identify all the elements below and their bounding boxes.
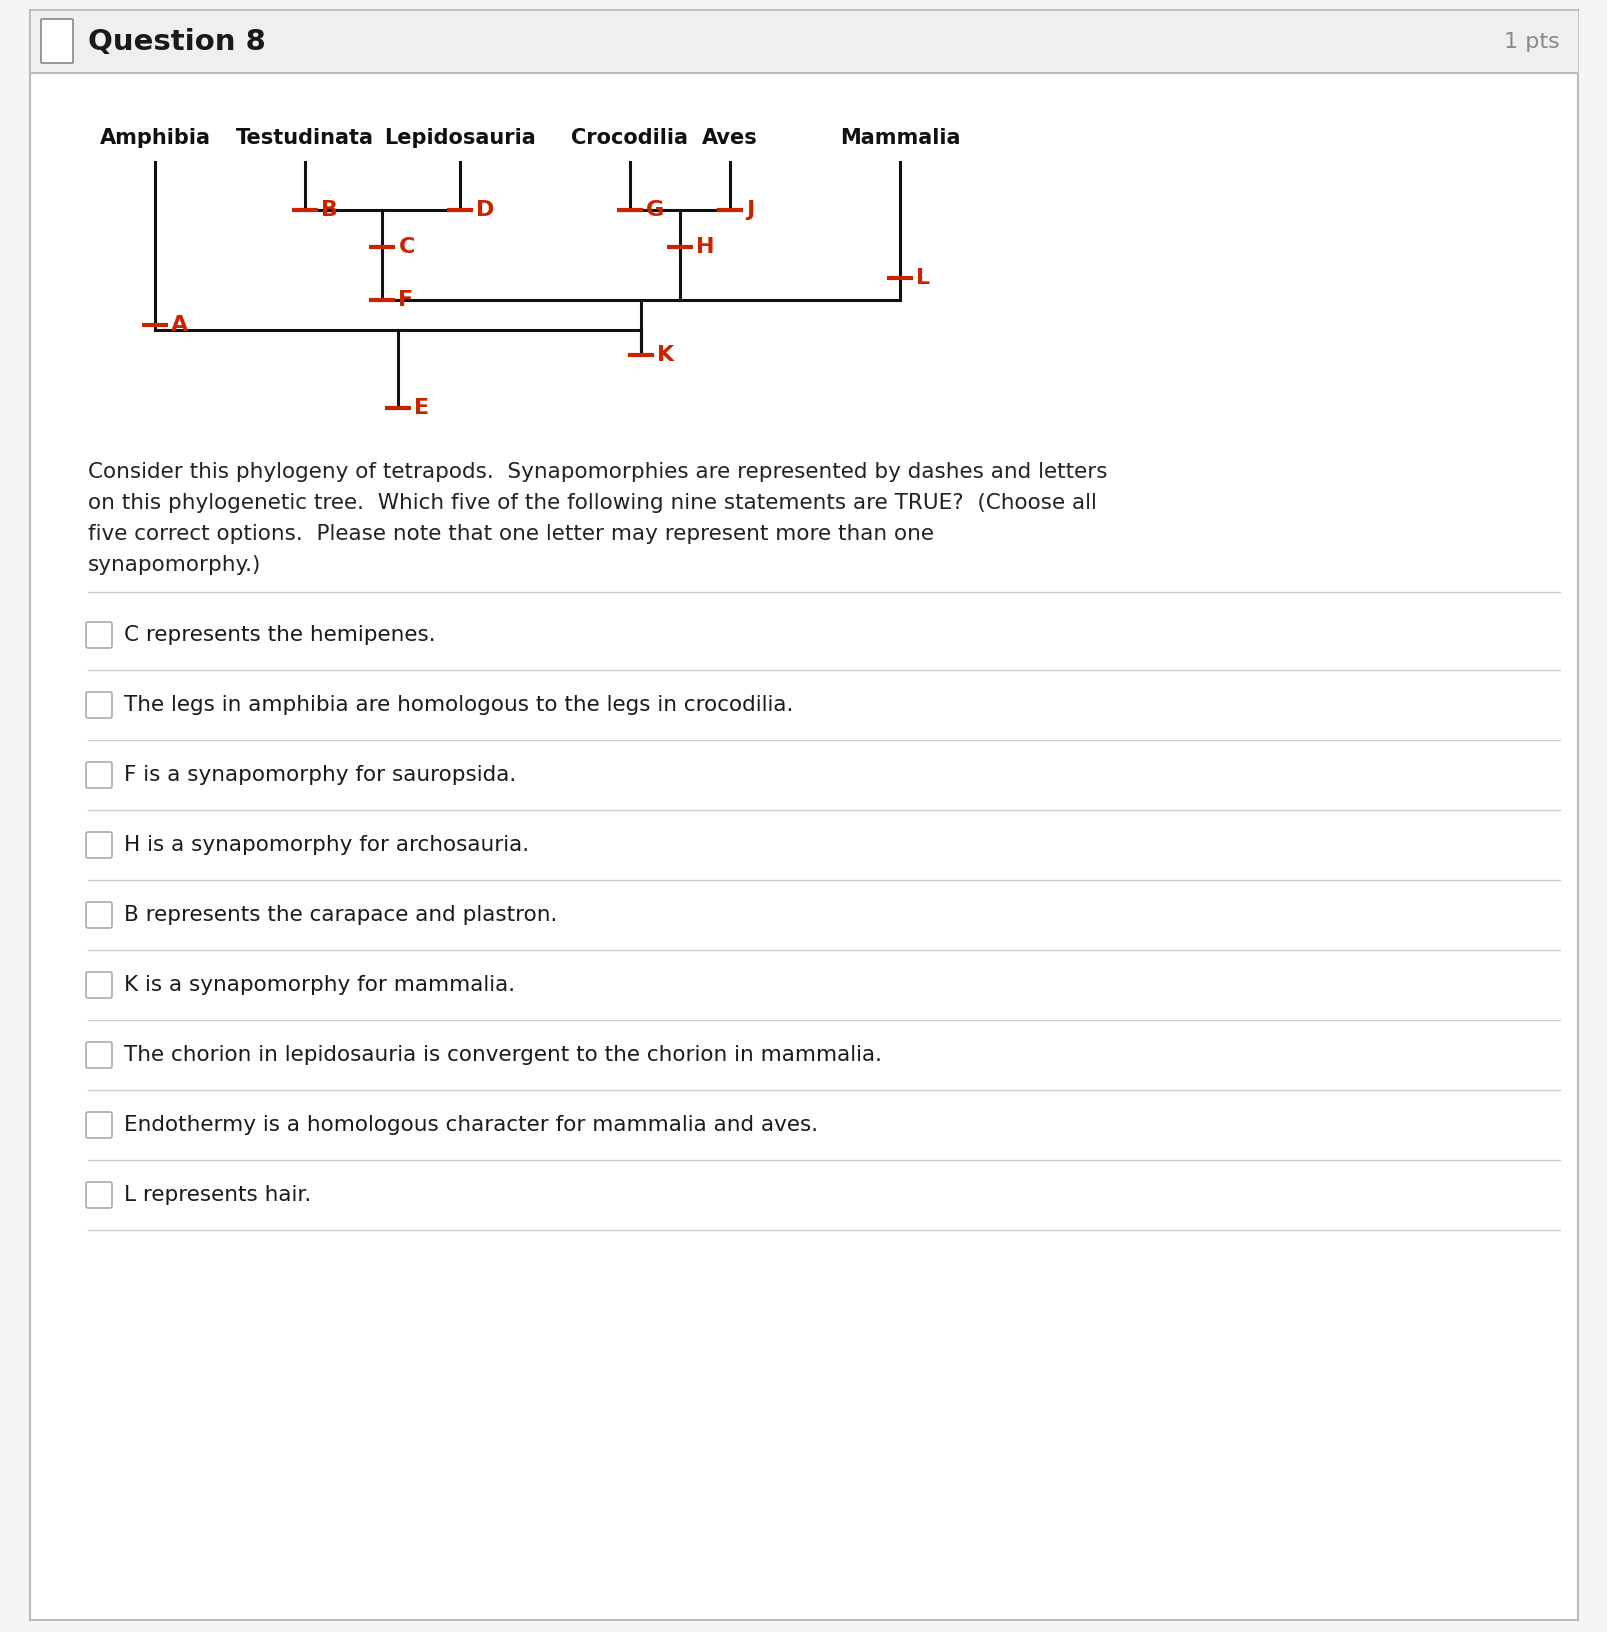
Text: Mammalia: Mammalia [839,127,959,149]
FancyBboxPatch shape [85,762,112,788]
Text: Testudinata: Testudinata [236,127,374,149]
Text: B represents the carapace and plastron.: B represents the carapace and plastron. [124,906,558,925]
Text: Lepidosauria: Lepidosauria [384,127,535,149]
Text: five correct options.  Please note that one letter may represent more than one: five correct options. Please note that o… [88,524,934,543]
Text: Amphibia: Amphibia [100,127,211,149]
Text: Endothermy is a homologous character for mammalia and aves.: Endothermy is a homologous character for… [124,1115,818,1134]
FancyBboxPatch shape [85,1041,112,1067]
Text: E: E [415,398,429,418]
Text: on this phylogenetic tree.  Which five of the following nine statements are TRUE: on this phylogenetic tree. Which five of… [88,493,1096,512]
Text: 1 pts: 1 pts [1503,33,1559,52]
Text: C: C [399,237,415,256]
Text: F: F [399,290,413,310]
Text: The chorion in lepidosauria is convergent to the chorion in mammalia.: The chorion in lepidosauria is convergen… [124,1044,882,1066]
FancyBboxPatch shape [85,622,112,648]
Text: The legs in amphibia are homologous to the legs in crocodilia.: The legs in amphibia are homologous to t… [124,695,792,715]
Text: L: L [916,268,929,287]
Text: C represents the hemipenes.: C represents the hemipenes. [124,625,435,645]
Text: B: B [321,201,337,220]
Text: Crocodilia: Crocodilia [570,127,688,149]
Text: H: H [696,237,714,256]
Text: D: D [476,201,493,220]
Text: K is a synapomorphy for mammalia.: K is a synapomorphy for mammalia. [124,974,514,996]
Text: F is a synapomorphy for sauropsida.: F is a synapomorphy for sauropsida. [124,765,516,785]
Text: H is a synapomorphy for archosauria.: H is a synapomorphy for archosauria. [124,836,529,855]
Text: A: A [170,315,188,335]
Text: L represents hair.: L represents hair. [124,1185,312,1204]
FancyBboxPatch shape [85,692,112,718]
Text: synapomorphy.): synapomorphy.) [88,555,262,574]
Text: G: G [646,201,664,220]
Bar [31,11,1576,73]
FancyBboxPatch shape [85,832,112,858]
Text: Consider this phylogeny of tetrapods.  Synapomorphies are represented by dashes : Consider this phylogeny of tetrapods. Sy… [88,462,1107,481]
FancyBboxPatch shape [85,902,112,929]
Text: K: K [657,344,673,366]
Text: Aves: Aves [702,127,757,149]
Text: J: J [746,201,754,220]
FancyBboxPatch shape [85,1111,112,1138]
FancyBboxPatch shape [85,973,112,999]
Text: Question 8: Question 8 [88,28,265,55]
FancyBboxPatch shape [85,1182,112,1208]
FancyBboxPatch shape [40,20,72,64]
